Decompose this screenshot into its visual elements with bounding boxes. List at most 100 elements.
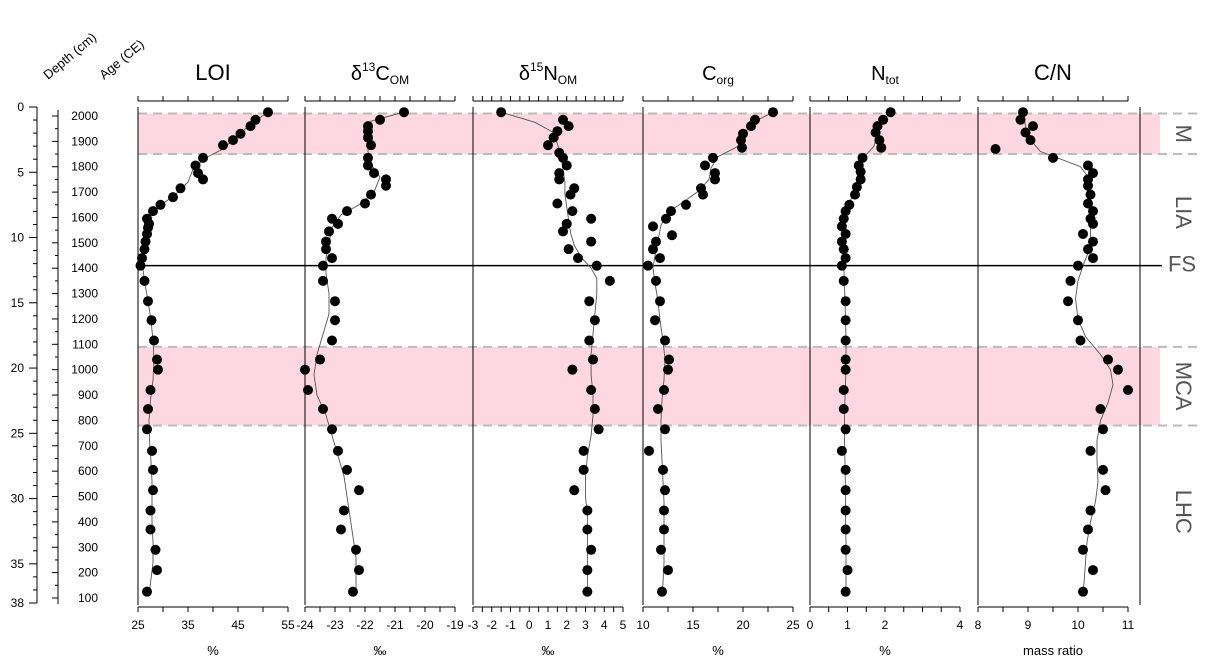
data-point bbox=[354, 565, 364, 576]
data-point bbox=[153, 364, 163, 375]
data-point bbox=[840, 315, 851, 326]
age-tick-label: 1000 bbox=[71, 363, 98, 377]
data-point bbox=[175, 183, 186, 194]
data-point bbox=[655, 296, 665, 307]
data-point bbox=[653, 404, 663, 415]
panel-unit-label: ‰ bbox=[374, 643, 387, 658]
data-point bbox=[1025, 135, 1036, 146]
data-point bbox=[840, 464, 851, 475]
panel-tick-label: 8 bbox=[975, 618, 982, 632]
data-point bbox=[874, 135, 885, 146]
data-point bbox=[1048, 152, 1058, 163]
data-point bbox=[342, 206, 352, 217]
data-point bbox=[1088, 218, 1098, 229]
data-point bbox=[836, 236, 847, 247]
data-point bbox=[573, 253, 583, 264]
panel-tick-label: 0 bbox=[526, 618, 533, 632]
data-point bbox=[321, 244, 331, 255]
age-tick-label: 1200 bbox=[71, 312, 98, 326]
data-point bbox=[218, 140, 228, 151]
panel-tick-label: 1 bbox=[545, 618, 552, 632]
age-tick-label: 2000 bbox=[71, 109, 98, 123]
panel-layer: 25 35 45 55%LOI-24 -23 -22 -21 -20 -19‰δ13COM-3-… bbox=[131, 60, 1134, 658]
data-point bbox=[667, 230, 677, 241]
data-point bbox=[1073, 315, 1083, 326]
panel-title: Ntot bbox=[871, 63, 899, 87]
data-point bbox=[381, 180, 391, 191]
data-point bbox=[710, 174, 720, 185]
panel-d15n: -3 -2 -1 0 1 2 3 4 5 ‰ δ15NOM bbox=[468, 60, 627, 658]
data-point bbox=[663, 364, 673, 375]
age-tick-label: 900 bbox=[78, 388, 98, 402]
data-point bbox=[152, 565, 162, 576]
data-point bbox=[1065, 275, 1076, 286]
panel-corg: 10 15 20 25% Corg bbox=[636, 63, 800, 658]
data-point bbox=[870, 127, 881, 138]
data-point bbox=[145, 505, 156, 516]
data-point bbox=[228, 135, 238, 146]
data-point bbox=[567, 364, 578, 375]
zone-label-lhc: LHC bbox=[1171, 490, 1196, 534]
data-point bbox=[363, 160, 373, 171]
data-point bbox=[885, 107, 896, 118]
data-point bbox=[567, 206, 578, 217]
data-point bbox=[586, 236, 597, 247]
data-point bbox=[152, 354, 162, 365]
panel-unit-label: % bbox=[207, 643, 219, 658]
data-point bbox=[836, 445, 847, 456]
data-point bbox=[327, 335, 337, 346]
panel-unit-label: ‰ bbox=[542, 643, 555, 658]
age-tick-label: 1700 bbox=[71, 185, 98, 199]
data-point bbox=[586, 213, 597, 224]
data-point bbox=[142, 228, 152, 239]
data-point bbox=[661, 213, 671, 224]
data-point bbox=[339, 505, 349, 516]
panel-tick-label: 15 bbox=[686, 618, 700, 632]
data-point bbox=[1073, 260, 1083, 271]
data-point bbox=[1083, 524, 1093, 535]
data-point bbox=[318, 275, 328, 286]
zone-label-fs: FS bbox=[1168, 251, 1196, 276]
data-point bbox=[1083, 244, 1093, 255]
data-point bbox=[142, 586, 152, 597]
data-point bbox=[604, 275, 615, 286]
data-point bbox=[643, 260, 653, 271]
data-point bbox=[354, 485, 364, 496]
depth-tick-label: 5 bbox=[17, 165, 24, 179]
data-point bbox=[644, 445, 654, 456]
data-point bbox=[1020, 127, 1031, 138]
data-point bbox=[840, 335, 851, 346]
panel-tick-label: -23 bbox=[326, 618, 344, 632]
data-point bbox=[363, 132, 373, 143]
data-point bbox=[840, 364, 851, 375]
data-point bbox=[768, 107, 778, 118]
panel-tick-label: 2 bbox=[563, 618, 570, 632]
data-point bbox=[840, 296, 851, 307]
data-point bbox=[563, 244, 574, 255]
data-point bbox=[857, 152, 868, 163]
depth-tick-label: 15 bbox=[11, 296, 25, 310]
age-tick-label: 600 bbox=[78, 464, 98, 478]
panel-tick-label: -2 bbox=[486, 618, 497, 632]
age-tick-label: 1300 bbox=[71, 287, 98, 301]
data-point bbox=[1088, 206, 1098, 217]
data-point bbox=[737, 142, 747, 153]
data-point bbox=[589, 404, 600, 415]
data-point bbox=[149, 335, 159, 346]
data-point bbox=[198, 174, 208, 185]
depth-tick-label: 0 bbox=[17, 100, 24, 114]
data-point bbox=[659, 384, 669, 395]
panel-tick-label: -19 bbox=[446, 618, 464, 632]
data-point bbox=[315, 354, 325, 365]
data-point bbox=[650, 315, 660, 326]
panel-tick-label: -1 bbox=[505, 618, 516, 632]
data-point bbox=[1083, 198, 1093, 209]
data-point bbox=[1075, 335, 1086, 346]
data-point bbox=[235, 128, 246, 139]
data-point bbox=[851, 182, 862, 193]
age-tick-label: 500 bbox=[78, 490, 98, 504]
data-point bbox=[1085, 189, 1096, 200]
data-point bbox=[1095, 404, 1106, 415]
depth-tick-label: 25 bbox=[11, 426, 25, 440]
panel-tick-label: -20 bbox=[416, 618, 434, 632]
